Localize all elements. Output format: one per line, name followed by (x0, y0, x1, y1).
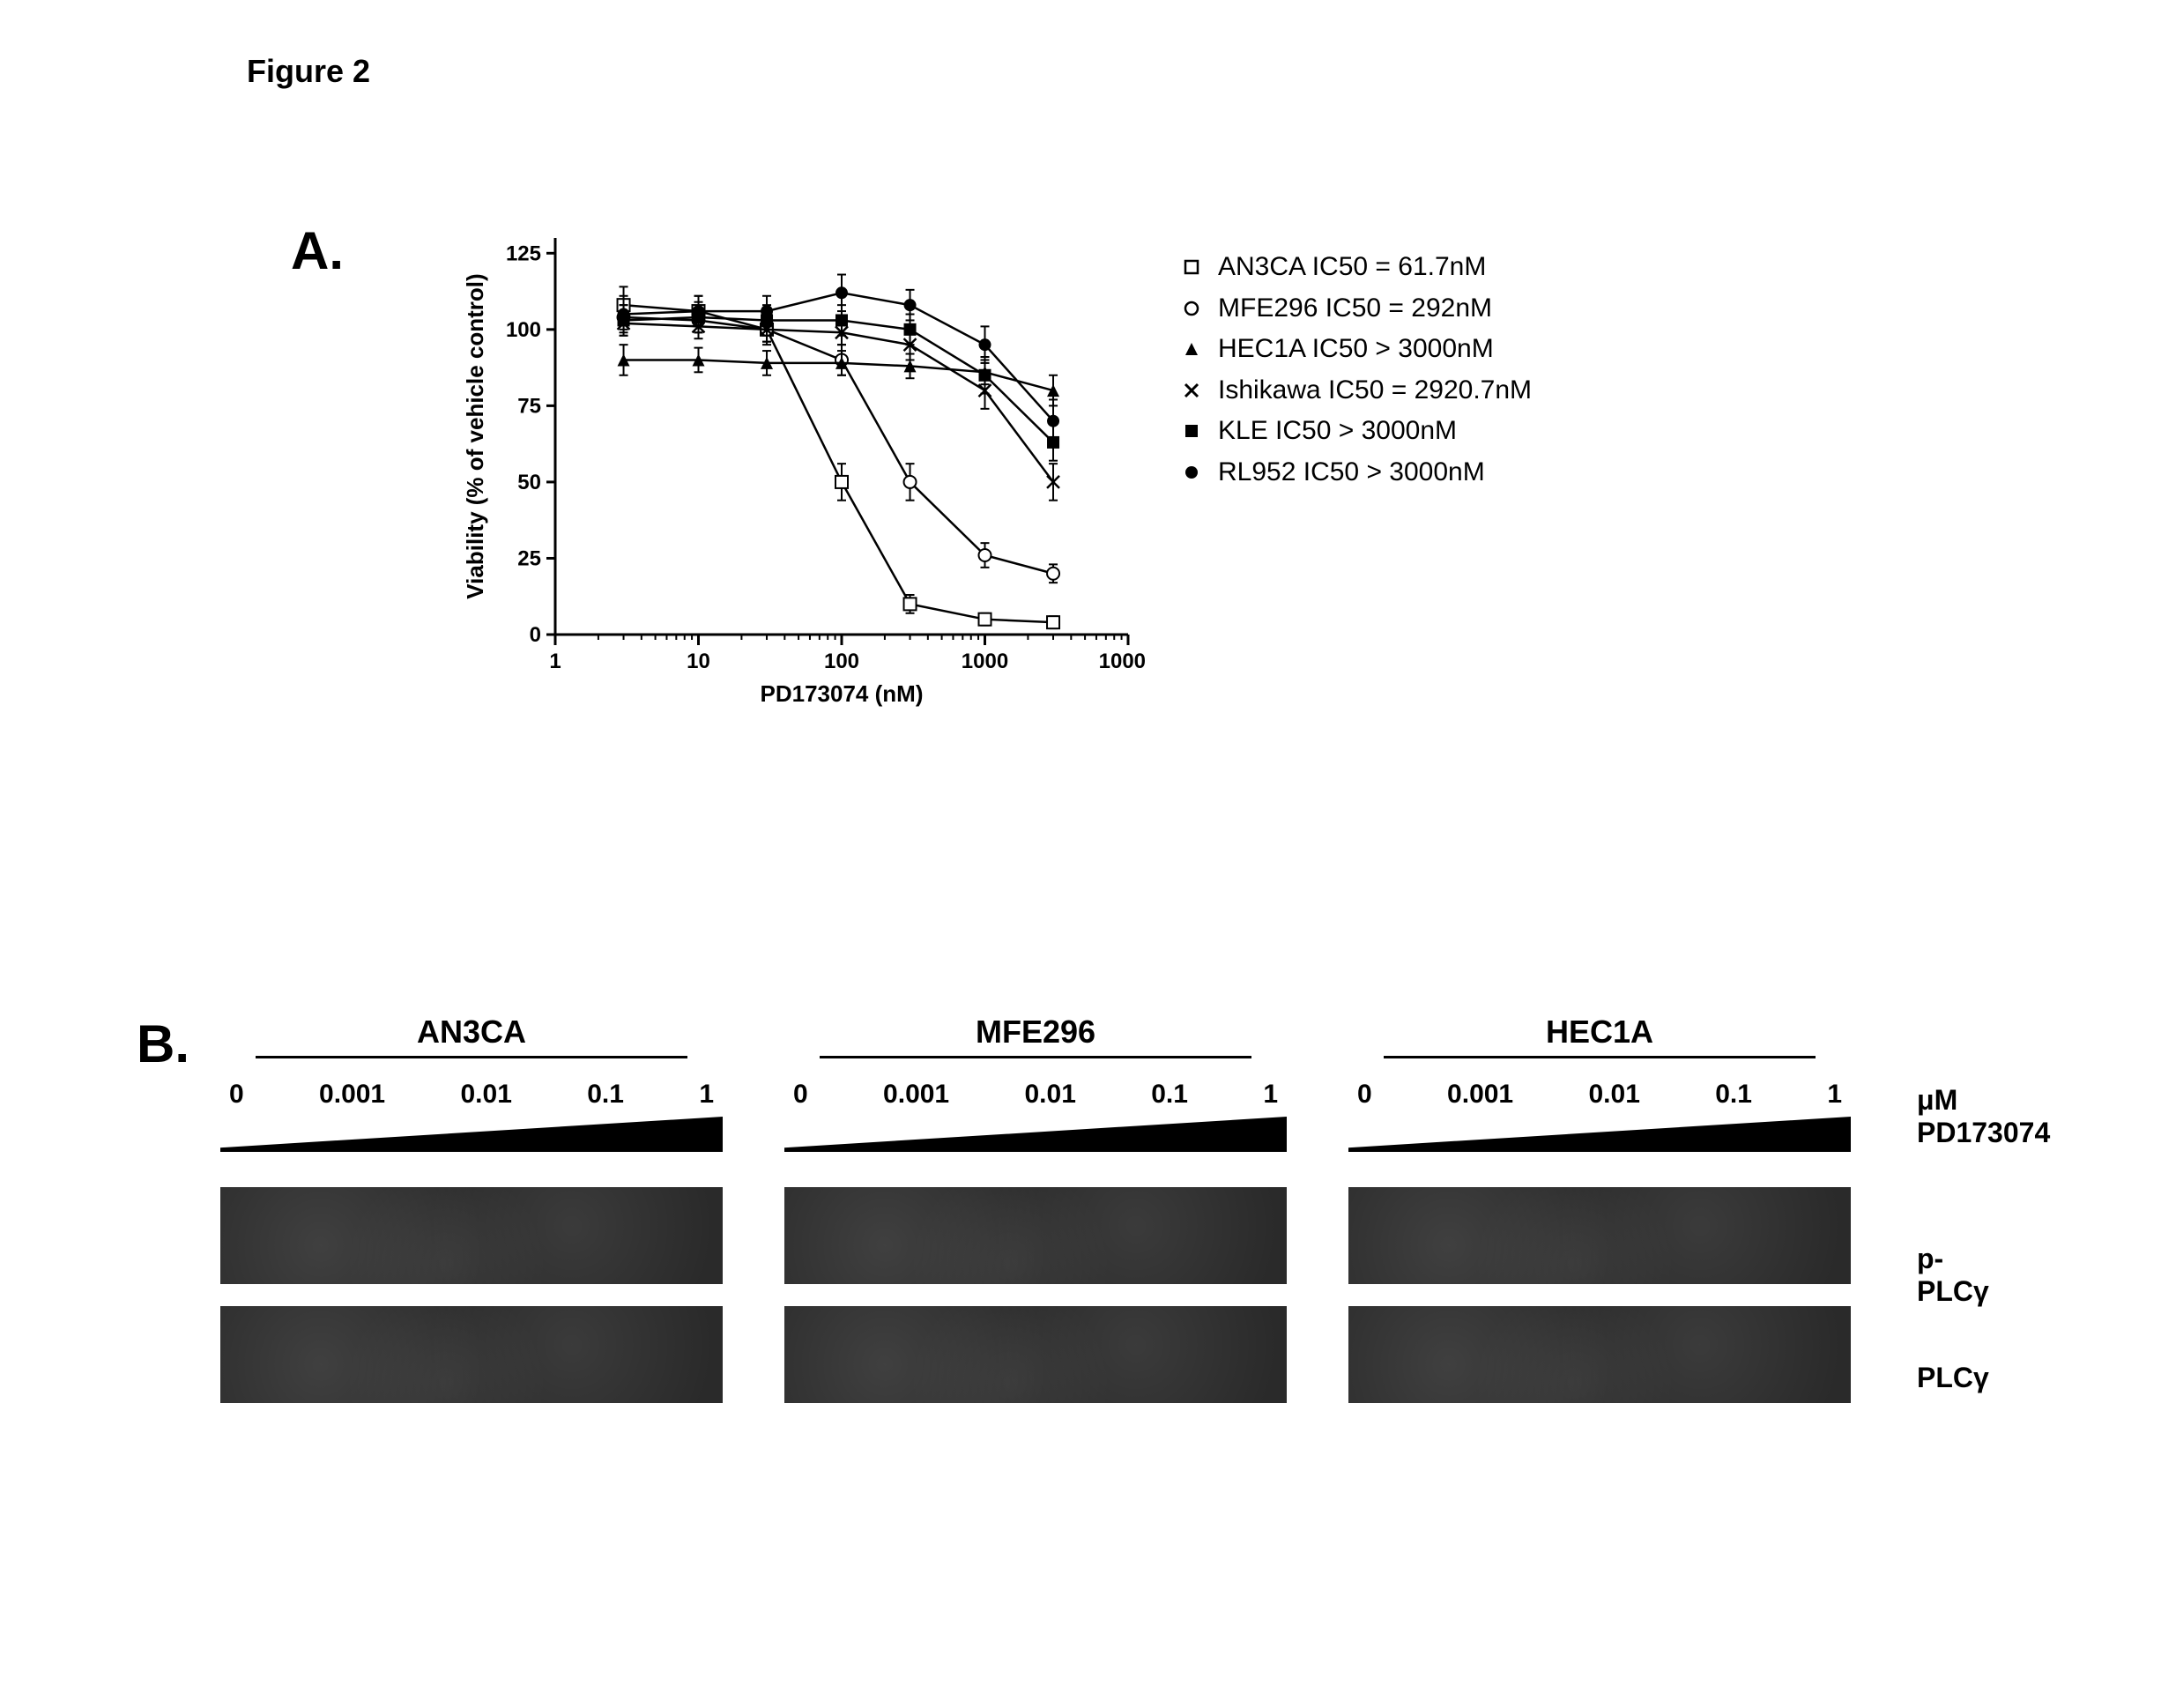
gradient-wedge-icon (220, 1117, 723, 1152)
gradient-wedge-icon (1348, 1117, 1851, 1152)
b-group-mfe296: MFE296 0 0.001 0.01 0.1 1 (784, 1014, 1287, 1425)
chart-svg: 0 25 50 75 100 125 1 10 100 1000 10000 PD173074 (nM… (458, 220, 1146, 714)
concentration-row: 0 0.001 0.01 0.1 1 (784, 1080, 1287, 1110)
concentration-value: 0.1 (587, 1080, 624, 1110)
legend-row-ishikawa: Ishikawa IC50 = 2920.7nM (1181, 370, 1532, 412)
legend-text: AN3CA IC50 = 61.7nM (1218, 247, 1486, 288)
legend-marker-icon (1181, 256, 1202, 278)
concentration-value: 0.01 (1588, 1080, 1639, 1110)
panel-a-label: A. (291, 220, 344, 281)
gradient-wedge-icon (784, 1117, 1287, 1152)
western-blot-plc (784, 1306, 1287, 1403)
concentration-row: 0 0.001 0.01 0.1 1 (220, 1080, 723, 1110)
b-group-title: HEC1A (1384, 1014, 1816, 1058)
panel-a-legend: AN3CA IC50 = 61.7nMMFE296 IC50 = 292nMHE… (1181, 247, 1532, 493)
svg-text:75: 75 (517, 394, 541, 418)
concentration-value: 1 (699, 1080, 714, 1110)
svg-text:1: 1 (549, 650, 561, 673)
concentration-value: 1 (1827, 1080, 1842, 1110)
svg-text:10000: 10000 (1099, 650, 1146, 673)
b-group-hec1a: HEC1A 0 0.001 0.01 0.1 1 (1348, 1014, 1851, 1425)
b-group-an3ca: AN3CA 0 0.001 0.01 0.1 1 (220, 1014, 723, 1425)
western-blot-pplc (220, 1187, 723, 1284)
svg-text:100: 100 (506, 318, 541, 342)
svg-text:50: 50 (517, 471, 541, 494)
western-blot-pplc (1348, 1187, 1851, 1284)
concentration-value: 0.001 (319, 1080, 385, 1110)
svg-text:100: 100 (824, 650, 859, 673)
legend-text: MFE296 IC50 = 292nM (1218, 288, 1492, 330)
svg-text:125: 125 (506, 241, 541, 265)
legend-marker-icon (1181, 298, 1202, 319)
concentration-value: 0.1 (1715, 1080, 1752, 1110)
legend-row-kle: KLE IC50 > 3000nM (1181, 411, 1532, 452)
legend-row-hec1a: HEC1A IC50 > 3000nM (1181, 329, 1532, 370)
conc-units-label: μM PD173074 (1917, 1084, 2050, 1149)
concentration-value: 0.001 (1447, 1080, 1513, 1110)
svg-text:10: 10 (687, 650, 710, 673)
legend-text: HEC1A IC50 > 3000nM (1218, 329, 1494, 370)
panel-b: AN3CA00.0010.010.11MFE29600.0010.010.11H… (137, 1014, 1987, 1425)
svg-text:25: 25 (517, 546, 541, 570)
western-blot-pplc (784, 1187, 1287, 1284)
svg-text:0: 0 (530, 623, 541, 647)
western-blot-plc (1348, 1306, 1851, 1403)
legend-text: RL952 IC50 > 3000nM (1218, 452, 1485, 494)
legend-marker-icon (1181, 338, 1202, 360)
legend-marker-icon (1181, 380, 1202, 401)
legend-text: KLE IC50 > 3000nM (1218, 411, 1457, 452)
concentration-value: 0.01 (1024, 1080, 1075, 1110)
concentration-value: 0.01 (460, 1080, 511, 1110)
legend-marker-icon (1181, 420, 1202, 442)
legend-text: Ishikawa IC50 = 2920.7nM (1218, 370, 1532, 412)
western-blot-plc (220, 1306, 723, 1403)
svg-text:Viability (% of vehicle contro: Viability (% of vehicle control) (462, 273, 488, 598)
legend-marker-icon (1181, 462, 1202, 483)
concentration-value: 0 (1357, 1080, 1372, 1110)
b-group-title: AN3CA (256, 1014, 687, 1058)
legend-row-an3ca: AN3CA IC50 = 61.7nM (1181, 247, 1532, 288)
concentration-value: 0 (793, 1080, 808, 1110)
concentration-value: 1 (1263, 1080, 1278, 1110)
concentration-value: 0.1 (1151, 1080, 1188, 1110)
legend-row-mfe296: MFE296 IC50 = 292nM (1181, 288, 1532, 330)
concentration-row: 0 0.001 0.01 0.1 1 (1348, 1080, 1851, 1110)
legend-row-rl952: RL952 IC50 > 3000nM (1181, 452, 1532, 494)
panel-a-chart: 0 25 50 75 100 125 1 10 100 1000 10000 PD173074 (nM… (458, 220, 1146, 714)
svg-text:1000: 1000 (962, 650, 1008, 673)
figure-title: Figure 2 (247, 53, 370, 90)
concentration-value: 0.001 (883, 1080, 949, 1110)
row-label-plc: PLCγ (1917, 1362, 1989, 1394)
row-label-p-plc: p-PLCγ (1917, 1243, 1989, 1308)
svg-text:PD173074 (nM): PD173074 (nM) (761, 680, 924, 707)
b-group-title: MFE296 (820, 1014, 1251, 1058)
concentration-value: 0 (229, 1080, 244, 1110)
